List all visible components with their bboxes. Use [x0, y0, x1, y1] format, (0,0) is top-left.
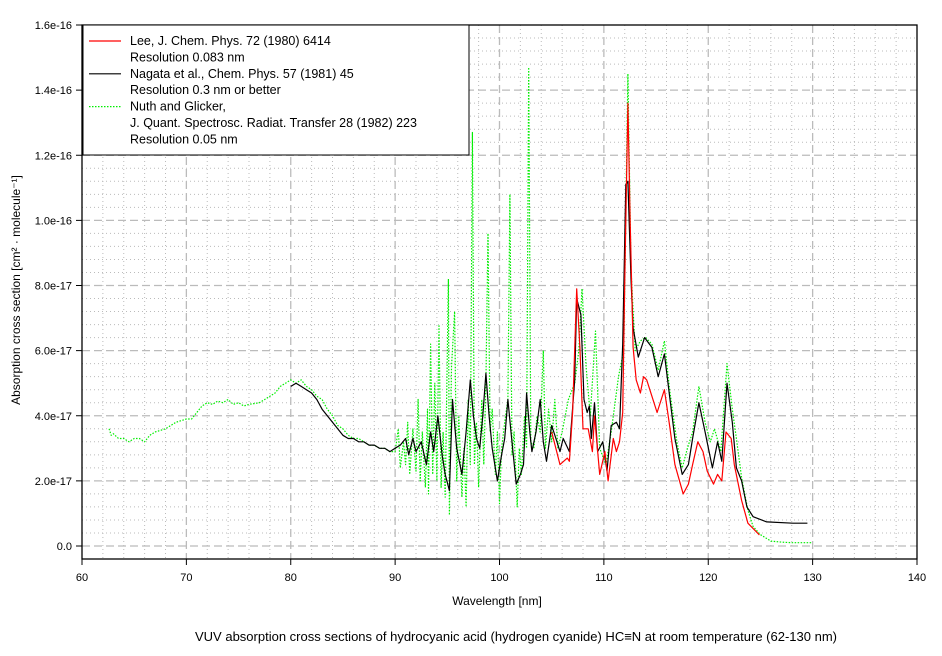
- legend-entry-text: Resolution 0.083 nm: [130, 50, 245, 64]
- legend-entry-text: Resolution 0.05 nm: [130, 132, 238, 146]
- x-tick-label: 60: [76, 572, 88, 584]
- x-tick-label: 140: [908, 572, 926, 584]
- x-axis-label: Wavelength [nm]: [452, 594, 542, 608]
- y-tick-label: 1.0e-16: [35, 215, 72, 227]
- legend-box: [82, 24, 470, 156]
- y-tick-label: 0.0: [57, 541, 72, 553]
- y-tick-label: 1.2e-16: [35, 150, 72, 162]
- series-line-0: [551, 102, 760, 536]
- x-tick-label: 120: [699, 572, 717, 584]
- y-tick-label: 8.0e-17: [35, 281, 72, 293]
- y-axis-label: Absorption cross section [cm² · molecule…: [9, 175, 23, 405]
- legend-entry-text: Resolution 0.3 nm or better: [130, 83, 281, 97]
- x-tick-label: 100: [490, 572, 508, 584]
- legend: Lee, J. Chem. Phys. 72 (1980) 6414 Resolu…: [82, 24, 470, 156]
- y-tick-label: 1.6e-16: [35, 20, 72, 32]
- series-line-1: [290, 180, 808, 524]
- x-tick-label: 110: [595, 572, 613, 584]
- y-tick-label: 6.0e-17: [35, 346, 72, 358]
- legend-entry-text: Nagata et al., Chem. Phys. 57 (1981) 45: [130, 67, 354, 81]
- x-tick-label: 80: [285, 572, 297, 584]
- series-line-2: [108, 66, 813, 544]
- chart-title: VUV absorption cross sections of hydrocy…: [195, 629, 837, 644]
- x-tick-label: 130: [803, 572, 821, 584]
- y-tick-label: 1.4e-16: [35, 85, 72, 97]
- x-tick-label: 90: [389, 572, 401, 584]
- legend-entry-text: Nuth and Glicker,: [130, 100, 226, 114]
- legend-entry-text: J. Quant. Spectrosc. Radiat. Transfer 28…: [130, 116, 417, 130]
- series-layer: [108, 66, 813, 544]
- x-tick-label: 70: [180, 572, 192, 584]
- y-tick-label: 2.0e-17: [35, 476, 72, 488]
- y-tick-label: 4.0e-17: [35, 411, 72, 423]
- axis-ticks: 60 70 80 90 100 110 120 130 140 0.0 2.0e-17 4.0e-17…: [35, 20, 926, 584]
- legend-entry-text: Lee, J. Chem. Phys. 72 (1980) 6414: [130, 34, 331, 48]
